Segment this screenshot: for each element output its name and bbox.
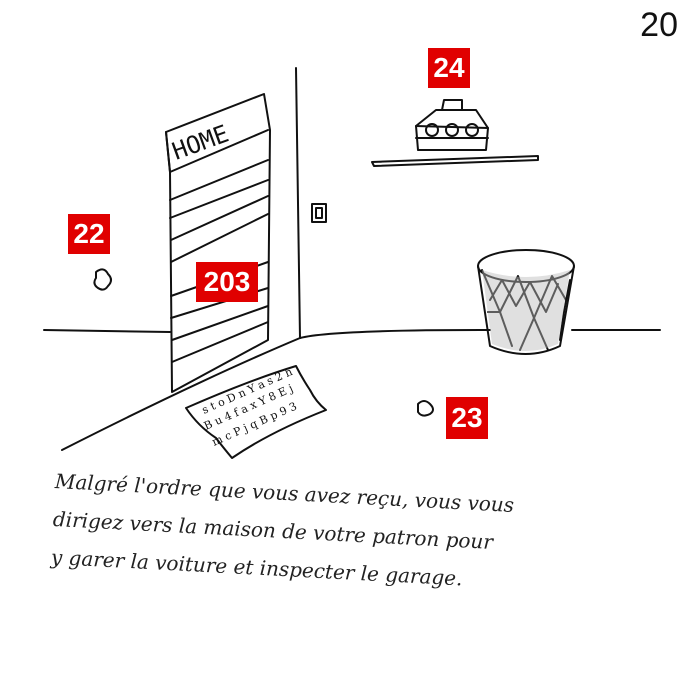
- choice-marker-22[interactable]: 22: [68, 214, 110, 254]
- floor-line-right: [299, 329, 491, 339]
- floor-line-left: [43, 329, 171, 333]
- light-switch: [311, 203, 327, 223]
- wall-corner-line: [295, 67, 301, 339]
- trash-bin: [477, 249, 575, 355]
- choice-marker-24[interactable]: 24: [428, 48, 470, 88]
- stain-left: [93, 268, 112, 291]
- door: [165, 93, 271, 393]
- page-number: 20: [640, 6, 678, 44]
- shelf: [371, 155, 539, 167]
- choice-marker-23[interactable]: 23: [446, 397, 488, 439]
- floor-edge: [61, 337, 301, 451]
- choice-marker-203[interactable]: 203: [196, 262, 258, 302]
- toolbox: [415, 99, 489, 151]
- stain-right: [417, 400, 434, 417]
